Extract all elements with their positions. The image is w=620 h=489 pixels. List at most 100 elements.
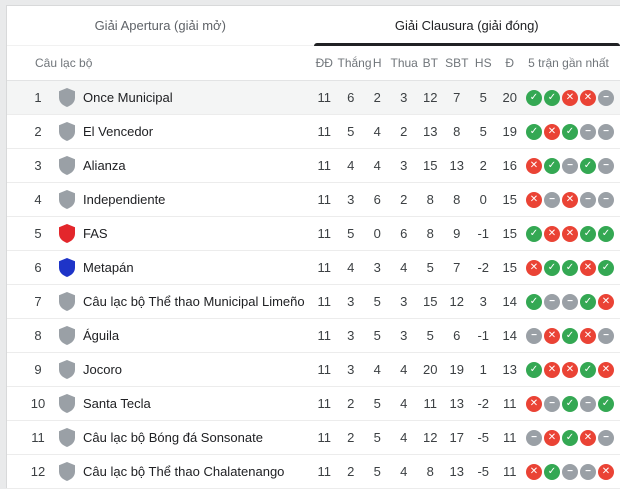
team-shield-icon (59, 156, 75, 175)
loss-icon: ✕ (526, 464, 542, 480)
form-icons: ✓✕✕✓✕ (523, 362, 620, 378)
draw-icon: − (598, 328, 614, 344)
stat-value: 4 (391, 396, 418, 411)
table-row[interactable]: 6 Metapán 11 4 3 4 5 7 -2 15 ✕✓✓✕✓ (7, 251, 620, 285)
stat-value: 11 (311, 362, 338, 377)
stat-value: -1 (470, 328, 497, 343)
form-icons: ✕✓−−✕ (523, 464, 620, 480)
loss-icon: ✕ (544, 362, 560, 378)
active-tab-underline (314, 43, 620, 46)
stat-value: 11 (311, 464, 338, 479)
standings-card: Giải Apertura (giải mở) Giải Clausura (g… (6, 5, 620, 488)
win-icon: ✓ (598, 226, 614, 242)
club-name: FAS (83, 226, 311, 241)
tab-apertura[interactable]: Giải Apertura (giải mở) (7, 6, 314, 45)
table-row[interactable]: 2 El Vencedor 11 5 4 2 13 8 5 19 ✓✕✓−− (7, 115, 620, 149)
stat-value: 12 (417, 430, 444, 445)
draw-icon: − (562, 464, 578, 480)
stat-value: 5 (470, 90, 497, 105)
loss-icon: ✕ (544, 328, 560, 344)
stat-value: -2 (470, 260, 497, 275)
draw-icon: − (598, 90, 614, 106)
draw-icon: − (544, 192, 560, 208)
loss-icon: ✕ (526, 396, 542, 412)
stat-value: 6 (338, 90, 365, 105)
stat-value: 5 (364, 328, 391, 343)
draw-icon: − (598, 124, 614, 140)
stat-value: 4 (391, 260, 418, 275)
stat-value: 5 (417, 328, 444, 343)
stat-value: 5 (338, 226, 365, 241)
team-shield-icon (59, 258, 75, 277)
loss-icon: ✕ (580, 260, 596, 276)
form-icons: −✕✓✕− (523, 430, 620, 446)
stat-header-wins: Thắng (338, 56, 365, 70)
win-icon: ✓ (580, 158, 596, 174)
table-row[interactable]: 11 Câu lạc bộ Bóng đá Sonsonate 11 2 5 4… (7, 421, 620, 455)
table-row[interactable]: 8 Águila 11 3 5 3 5 6 -1 14 −✕✓✕− (7, 319, 620, 353)
stat-value: 5 (417, 260, 444, 275)
team-shield-icon (59, 360, 75, 379)
stat-value: 3 (364, 260, 391, 275)
stat-value: 14 (497, 328, 524, 343)
stat-value: 8 (417, 192, 444, 207)
team-shield-icon (59, 122, 75, 141)
table-row[interactable]: 5 FAS 11 5 0 6 8 9 -1 15 ✓✕✕✓✓ (7, 217, 620, 251)
loss-icon: ✕ (580, 430, 596, 446)
stat-header-goals-against: SBT (444, 56, 471, 70)
win-icon: ✓ (562, 260, 578, 276)
stat-value: 12 (444, 294, 471, 309)
loss-icon: ✕ (526, 192, 542, 208)
stat-header-points: Đ (497, 56, 524, 70)
position: 12 (27, 464, 49, 479)
form-icons: ✕−✓−✓ (523, 396, 620, 412)
draw-icon: − (598, 430, 614, 446)
club-name: Once Municipal (83, 90, 311, 105)
tab-clausura[interactable]: Giải Clausura (giải đóng) (314, 6, 620, 45)
loss-icon: ✕ (544, 430, 560, 446)
position: 5 (27, 226, 49, 241)
table-header-row: Câu lạc bộ ĐĐ Thắng H Thua BT SBT HS Đ 5… (7, 46, 620, 81)
stat-value: 2 (338, 464, 365, 479)
team-shield-icon (59, 88, 75, 107)
table-row[interactable]: 10 Santa Tecla 11 2 5 4 11 13 -2 11 ✕−✓−… (7, 387, 620, 421)
stat-value: 3 (391, 158, 418, 173)
draw-icon: − (526, 328, 542, 344)
table-row[interactable]: 3 Alianza 11 4 4 3 15 13 2 16 ✕✓−✓− (7, 149, 620, 183)
stat-value: 15 (497, 192, 524, 207)
stat-value: 5 (338, 124, 365, 139)
win-icon: ✓ (580, 362, 596, 378)
stat-value: 0 (364, 226, 391, 241)
stat-value: 4 (364, 158, 391, 173)
draw-icon: − (598, 192, 614, 208)
stat-value: -1 (470, 226, 497, 241)
club-name: Câu lạc bộ Thể thao Municipal Limeño (83, 294, 311, 309)
stat-value: 6 (364, 192, 391, 207)
table-row[interactable]: 4 Independiente 11 3 6 2 8 8 0 15 ✕−✕−− (7, 183, 620, 217)
team-shield-icon (59, 394, 75, 413)
table-row[interactable]: 12 Câu lạc bộ Thể thao Chalatenango 11 2… (7, 455, 620, 489)
win-icon: ✓ (562, 328, 578, 344)
draw-icon: − (580, 192, 596, 208)
draw-icon: − (544, 396, 560, 412)
draw-icon: − (562, 294, 578, 310)
stat-value: 3 (338, 328, 365, 343)
stat-value: 20 (417, 362, 444, 377)
table-row[interactable]: 7 Câu lạc bộ Thể thao Municipal Limeño 1… (7, 285, 620, 319)
stat-value: 11 (311, 158, 338, 173)
tab-bar: Giải Apertura (giải mở) Giải Clausura (g… (7, 6, 620, 46)
stat-value: -5 (470, 430, 497, 445)
win-icon: ✓ (544, 158, 560, 174)
stat-value: 11 (497, 464, 524, 479)
position: 7 (27, 294, 49, 309)
stat-value: 2 (338, 430, 365, 445)
loss-icon: ✕ (562, 226, 578, 242)
club-name: El Vencedor (83, 124, 311, 139)
tab-apertura-label: Giải Apertura (giải mở) (95, 18, 226, 33)
table-row[interactable]: 9 Jocoro 11 3 4 4 20 19 1 13 ✓✕✕✓✕ (7, 353, 620, 387)
loss-icon: ✕ (580, 328, 596, 344)
stat-value: -2 (470, 396, 497, 411)
stat-value: 15 (497, 226, 524, 241)
draw-icon: − (580, 124, 596, 140)
table-row[interactable]: 1 Once Municipal 11 6 2 3 12 7 5 20 ✓✓✕✕… (7, 81, 620, 115)
